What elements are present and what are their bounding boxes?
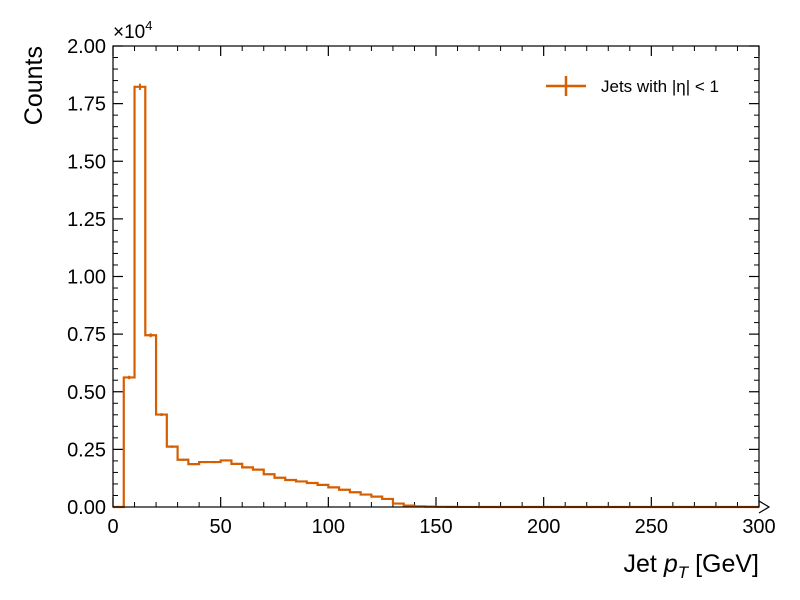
major-ticks: [112, 45, 760, 508]
minor-ticks: [113, 46, 759, 507]
y-tick-label: 1.50: [67, 151, 106, 173]
y-tick-label: 1.25: [67, 209, 106, 231]
x-tick-label: 100: [312, 516, 345, 538]
x-tick-label: 50: [210, 516, 232, 538]
x-axis-title: Jet pT [GeV]: [624, 550, 759, 582]
y-tick-label: 0.50: [67, 382, 106, 404]
plot-frame: [112, 45, 760, 508]
overflow-arrow-icon: [758, 500, 771, 514]
y-tick-label: 1.75: [67, 94, 106, 116]
y-tick-label: 0.75: [67, 324, 106, 346]
x-tick-label: 200: [527, 516, 560, 538]
histogram-series: [113, 83, 759, 509]
legend-label: Jets with |η| < 1: [601, 77, 719, 96]
x-tick-label: 150: [419, 516, 452, 538]
y-tick-label: 1.00: [67, 267, 106, 289]
y-scale-multiplier: ×104: [113, 18, 152, 43]
x-tick-label: 250: [635, 516, 668, 538]
y-tick-label: 0.00: [67, 497, 106, 519]
legend: Jets with |η| < 1: [546, 76, 719, 96]
x-tick-label: 0: [107, 516, 118, 538]
y-tick-label: 2.00: [67, 36, 106, 58]
y-axis-title: Counts: [20, 46, 48, 125]
histogram-step-line: [113, 85, 759, 509]
tick-labels: 0 50 100 150 200 250 300 0.00 0.25 0.50 0.75 1.00 1.…: [67, 36, 776, 538]
y-tick-label: 0.25: [67, 439, 106, 461]
x-tick-label: 300: [742, 516, 775, 538]
